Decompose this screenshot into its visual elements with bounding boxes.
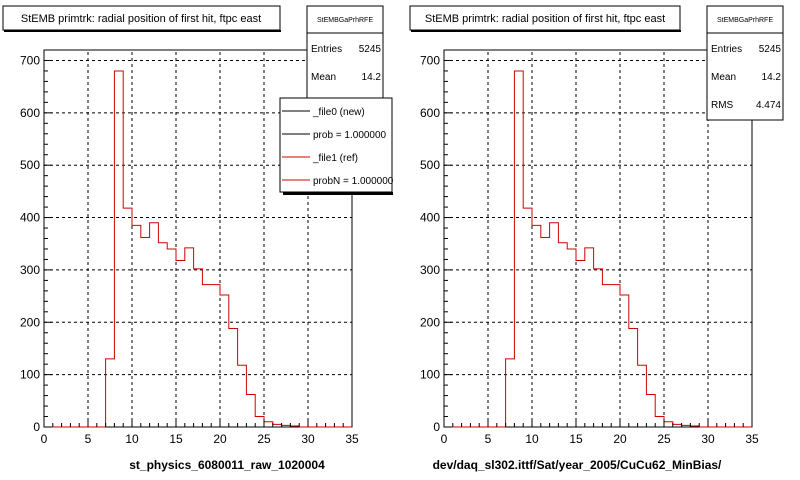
stats-entries-value-left: 5245	[359, 44, 382, 55]
histogram-line-right	[444, 70, 752, 428]
stats-name-left: StEMBGaPrhRFE	[317, 17, 373, 24]
y-tick-label: 300	[420, 263, 440, 277]
left-panel: StEMB primtrk: radial position of first …	[2, 5, 394, 472]
x-tick-label: 15	[569, 432, 583, 446]
x-axis-label-right: dev/daq_sl302.ittf/Sat/year_2005/CuCu62_…	[433, 458, 722, 472]
stats-mean-label-left: Mean	[311, 72, 336, 83]
x-axis-label-left: st_physics_6080011_raw_1020004	[129, 458, 325, 472]
legend-box: _file0 (new) prob = 1.000000 _file1 (ref…	[279, 97, 394, 195]
x-axis-right: 0 5 10 15 20 25 30 35	[441, 419, 759, 446]
chart-title-left: StEMB primtrk: radial position of first …	[21, 13, 261, 25]
y-axis-left: 0 100 200 300 400 500 600 700	[20, 53, 52, 434]
x-tick-label: 10	[525, 432, 539, 446]
x-tick-label: 35	[745, 432, 759, 446]
x-tick-label: 20	[213, 432, 227, 446]
y-tick-label: 400	[20, 211, 40, 225]
x-tick-label: 5	[485, 432, 492, 446]
legend-entry-0: _file0 (new)	[312, 107, 365, 118]
stats-entries-label-right: Entries	[711, 44, 742, 55]
stats-entries-value-right: 5245	[759, 44, 782, 55]
legend-entry-1: prob = 1.000000	[313, 130, 387, 141]
stats-entries-label-left: Entries	[311, 44, 342, 55]
x-tick-label: 0	[41, 432, 48, 446]
x-tick-label: 0	[441, 432, 448, 446]
stats-mean-value-right: 14.2	[762, 72, 782, 83]
y-tick-label: 0	[33, 420, 40, 434]
y-tick-label: 700	[420, 53, 440, 67]
x-tick-label: 10	[125, 432, 139, 446]
title-box-left: StEMB primtrk: radial position of first …	[2, 5, 281, 32]
plot-frame-right: 0 100 200 300 400 500 600 700 0 5 10 15 20 25 30 35	[420, 49, 759, 446]
x-tick-label: 25	[657, 432, 671, 446]
y-tick-label: 500	[420, 158, 440, 172]
stats-mean-label-right: Mean	[711, 72, 736, 83]
stats-box-left: StEMBGaPrhRFE Entries 5245 Mean 14.2	[306, 5, 384, 102]
stats-rms-value-right: 4.474	[756, 100, 781, 111]
title-box-right: StEMB primtrk: radial position of first …	[409, 5, 681, 32]
grid-right	[444, 50, 752, 427]
y-tick-label: 300	[20, 263, 40, 277]
x-tick-label: 5	[85, 432, 92, 446]
y-tick-label: 600	[20, 106, 40, 120]
grid-left	[44, 50, 352, 427]
y-tick-label: 100	[420, 368, 440, 382]
y-tick-label: 200	[20, 315, 40, 329]
stats-mean-value-left: 14.2	[362, 72, 382, 83]
y-tick-label: 200	[420, 315, 440, 329]
x-tick-label: 30	[301, 432, 315, 446]
y-tick-label: 100	[20, 368, 40, 382]
stats-rms-label-right: RMS	[711, 100, 734, 111]
histogram-line-left	[44, 70, 352, 428]
y-tick-label: 700	[20, 53, 40, 67]
stats-name-right: StEMBGaPrhRFE	[717, 17, 773, 24]
x-tick-label: 30	[701, 432, 715, 446]
x-tick-label: 20	[613, 432, 627, 446]
y-tick-label: 500	[20, 158, 40, 172]
x-axis-left: 0 5 10 15 20 25 30 35	[41, 419, 359, 446]
legend-entry-2: _file1 (ref)	[312, 153, 358, 164]
y-axis-right: 0 100 200 300 400 500 600 700	[420, 53, 452, 434]
x-tick-label: 25	[257, 432, 271, 446]
legend-entry-3: probN = 1.000000	[313, 176, 394, 187]
stats-box-right: StEMBGaPrhRFE Entries 5245 Mean 14.2 RMS…	[706, 5, 784, 121]
right-panel: StEMB primtrk: radial position of first …	[409, 5, 784, 472]
x-tick-label: 35	[345, 432, 359, 446]
y-tick-label: 0	[433, 420, 440, 434]
y-tick-label: 400	[420, 211, 440, 225]
x-tick-label: 15	[169, 432, 183, 446]
y-tick-label: 600	[420, 106, 440, 120]
chart-title-right: StEMB primtrk: radial position of first …	[425, 13, 665, 25]
